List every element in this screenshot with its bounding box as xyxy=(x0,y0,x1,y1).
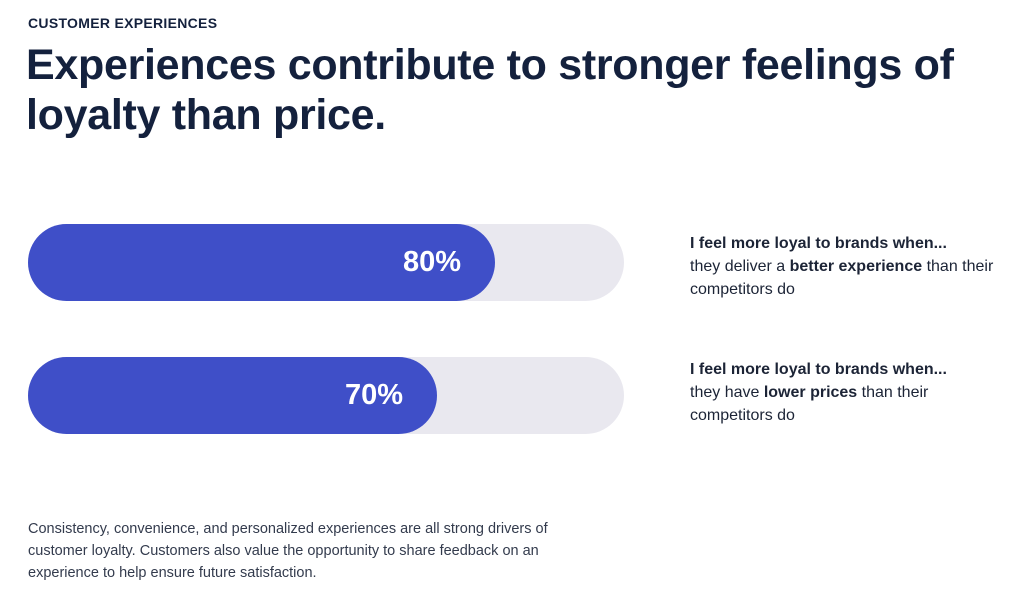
statement-text: than their competitors do xyxy=(690,384,929,424)
statement-emphasis: better experience xyxy=(789,258,923,275)
statement-lead: I feel more loyal to brands when... xyxy=(690,361,947,378)
statement-lower-prices: I feel more loyal to brands when... they… xyxy=(690,358,1010,427)
statement-text: they have xyxy=(690,384,764,401)
statement-emphasis: lower prices xyxy=(763,384,858,401)
bar-value-label: 70% xyxy=(344,379,403,411)
bar-track-lower-prices: 70% xyxy=(28,357,624,434)
statement-lead: I feel more loyal to brands when... xyxy=(690,235,947,252)
footnote-text: Consistency, convenience, and personaliz… xyxy=(28,521,548,581)
bar-value-label: 80% xyxy=(402,246,461,278)
statement-better-experience: I feel more loyal to brands when... they… xyxy=(690,232,1010,301)
statement-text: they deliver a xyxy=(690,258,790,275)
bar-fill-lower-prices xyxy=(28,357,437,434)
section-eyebrow: CUSTOMER EXPERIENCES xyxy=(28,15,218,31)
page-title: Experiences contribute to stronger feeli… xyxy=(26,41,954,139)
bar-track-better-experience: 80% xyxy=(28,224,624,301)
statement-text: than their competitors do xyxy=(690,258,994,298)
bar-fill-better-experience xyxy=(28,224,495,301)
